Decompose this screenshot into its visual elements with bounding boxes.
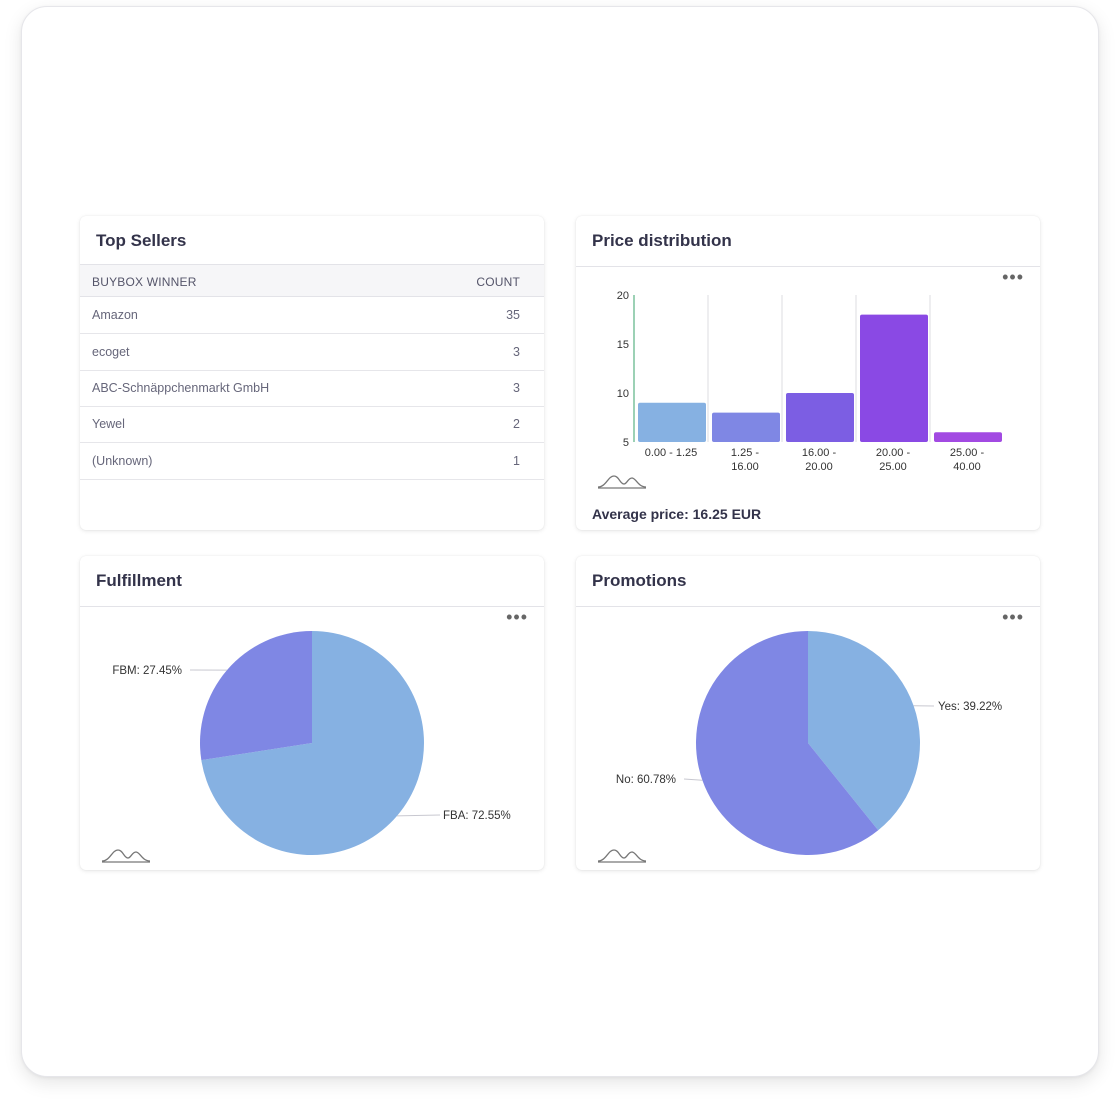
y-tick-label: 5 [623, 437, 629, 449]
seller-count: 1 [513, 454, 520, 468]
table-row[interactable]: Amazon 35 [80, 297, 544, 334]
x-tick-label: 1.25 - [731, 447, 759, 459]
price-distribution-chart: 5 10 15 20 0.00 - 1.25 1.25 - 16.00 16.00 - 20.0… [617, 290, 1002, 473]
fulfillment-card: Fulfillment ••• FBA: 72.55% FBM: 27.45% [80, 556, 544, 870]
divider [576, 606, 1040, 607]
seller-name: Amazon [92, 308, 138, 322]
pie-slice-label: FBA: 72.55% [443, 810, 511, 822]
distribution-curve-icon[interactable] [596, 846, 648, 864]
average-price-label: Average price: 16.25 EUR [592, 506, 762, 522]
y-tick-label: 15 [617, 339, 629, 351]
pie-slice[interactable] [200, 631, 312, 761]
pie-slice[interactable] [696, 631, 879, 855]
card-title: Price distribution [592, 231, 732, 250]
seller-count: 2 [513, 417, 520, 431]
y-tick-label: 10 [617, 388, 629, 400]
divider [80, 606, 544, 607]
bar[interactable] [934, 432, 1002, 442]
seller-name: (Unknown) [92, 454, 153, 468]
pie-slice[interactable] [808, 631, 920, 831]
label-leader-line [683, 778, 703, 781]
seller-name: ABC-Schnäppchenmarkt GmbH [92, 381, 270, 395]
pie-slice[interactable] [201, 631, 425, 855]
card-title: Top Sellers [96, 231, 187, 250]
promotions-pie-chart: Yes: 39.22% No: 60.78% [616, 631, 1002, 855]
x-tick-label: 40.00 [953, 461, 981, 473]
seller-name: Yewel [92, 417, 125, 431]
window-frame [21, 6, 1099, 1077]
x-tick-label: 16.00 - [802, 447, 837, 459]
more-options-icon[interactable]: ••• [506, 607, 528, 627]
x-tick-label: 20.00 [805, 461, 833, 473]
card-title: Promotions [592, 571, 687, 590]
distribution-curve-icon[interactable] [596, 472, 648, 490]
table-row[interactable]: ABC-Schnäppchenmarkt GmbH 3 [80, 370, 544, 407]
x-tick-label: 20.00 - [876, 447, 911, 459]
x-tick-label: 16.00 [731, 461, 759, 473]
promotions-card: Promotions ••• Yes: 39.22% No: 60.78% [576, 556, 1040, 870]
bar[interactable] [860, 314, 928, 442]
card-title: Fulfillment [96, 571, 182, 590]
pie-slice-label: No: 60.78% [616, 774, 676, 786]
price-distribution-card: Price distribution ••• 5 10 15 20 0.00 - 1.2… [576, 216, 1040, 530]
bar[interactable] [638, 402, 706, 442]
y-tick-label: 20 [617, 290, 629, 302]
label-leader-line [397, 814, 441, 817]
seller-count: 3 [513, 381, 520, 395]
pie-slice-label: FBM: 27.45% [112, 665, 182, 677]
bar[interactable] [786, 393, 854, 442]
pie-slice-label: Yes: 39.22% [938, 701, 1002, 713]
table-row[interactable]: Yewel 2 [80, 406, 544, 443]
x-tick-label: 0.00 - 1.25 [645, 447, 698, 459]
top-sellers-card: Top Sellers BUYBOX WINNER COUNT Amazon 3… [80, 216, 544, 530]
seller-name: ecoget [92, 345, 130, 359]
column-header-buybox-winner[interactable]: BUYBOX WINNER [92, 275, 197, 289]
distribution-curve-icon[interactable] [100, 846, 152, 864]
table-row[interactable]: ecoget 3 [80, 334, 544, 371]
x-tick-label: 25.00 - [950, 447, 985, 459]
table-header: BUYBOX WINNER COUNT [80, 264, 544, 297]
divider [576, 266, 1040, 267]
seller-count: 35 [506, 308, 520, 322]
seller-count: 3 [513, 345, 520, 359]
more-options-icon[interactable]: ••• [1002, 607, 1024, 627]
column-header-count[interactable]: COUNT [476, 275, 520, 289]
table-row[interactable]: (Unknown) 1 [80, 443, 544, 480]
fulfillment-pie-chart: FBA: 72.55% FBM: 27.45% [112, 631, 511, 855]
x-tick-label: 25.00 [879, 461, 907, 473]
bar[interactable] [712, 412, 780, 442]
more-options-icon[interactable]: ••• [1002, 267, 1024, 287]
